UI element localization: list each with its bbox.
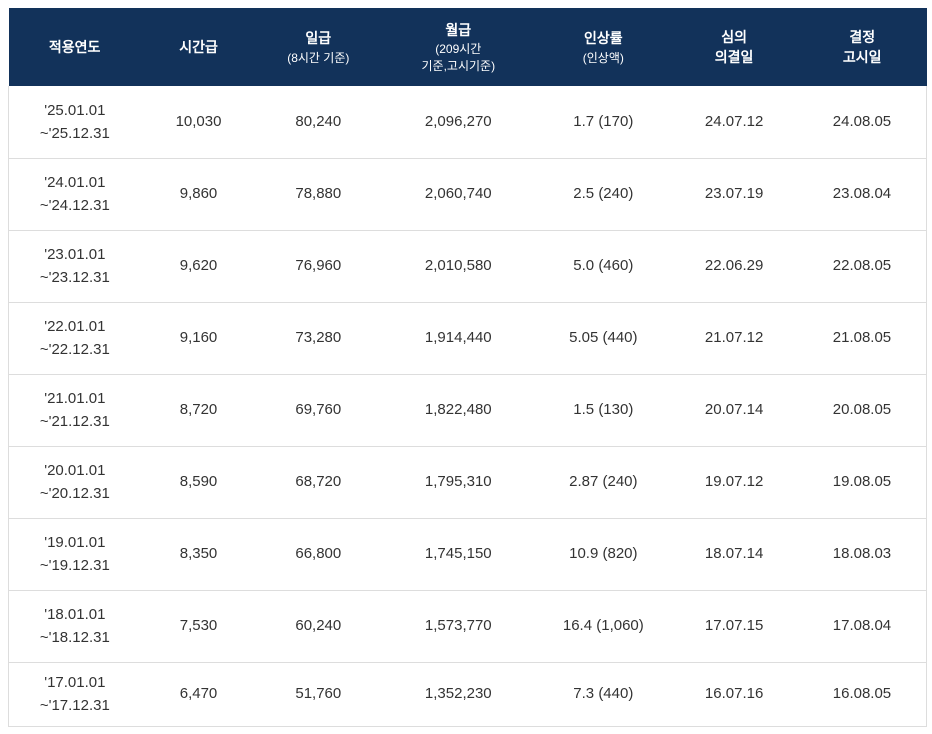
col-header-deliberation-date-label: 심의 의결일 xyxy=(714,28,754,65)
table-row: '23.01.01 ~'23.12.31 9,620 76,960 2,010,… xyxy=(7,230,927,302)
cell-increase-rate: 1.7 (170) xyxy=(573,113,634,131)
cell-hourly-wage: 8,350 xyxy=(179,545,218,563)
col-header-hourly-wage: 시간급 xyxy=(140,8,257,86)
col-header-hourly-wage-label: 시간급 xyxy=(179,38,218,55)
cell-monthly-wage: 1,795,310 xyxy=(424,473,492,491)
col-header-apply-year: 적용연도 xyxy=(8,8,141,86)
cell-deliberation-date: 16.07.16 xyxy=(704,685,764,703)
cell-increase-rate: 10.9 (820) xyxy=(569,545,638,563)
col-header-monthly-wage-label: 월급 xyxy=(445,22,472,39)
cell-notice-date: 19.08.05 xyxy=(797,446,927,518)
table-row: '18.01.01 ~'18.12.31 7,530 60,240 1,573,… xyxy=(7,590,927,662)
cell-increase-rate: 7.3 (440) xyxy=(573,685,634,703)
cell-daily-wage: 69,760 xyxy=(295,401,342,419)
cell-hourly-wage: 9,620 xyxy=(179,257,218,275)
cell-daily-wage: 60,240 xyxy=(295,617,342,635)
cell-notice-date: 24.08.05 xyxy=(797,86,927,158)
cell-hourly-wage: 9,860 xyxy=(179,185,218,203)
table-header: 적용연도 시간급 일급 (8시간 기준) 월급 (209시간 기준,고시기준) … xyxy=(8,8,927,86)
cell-monthly-wage: 2,060,740 xyxy=(424,185,492,203)
cell-increase-rate: 16.4 (1,060) xyxy=(562,617,644,635)
table-row: '20.01.01 ~'20.12.31 8,590 68,720 1,795,… xyxy=(7,446,927,518)
cell-hourly-wage: 9,160 xyxy=(179,329,218,347)
cell-monthly-wage: 1,573,770 xyxy=(424,617,492,635)
table-row: '17.01.01 ~'17.12.31 6,470 51,760 1,352,… xyxy=(7,662,927,726)
header-row: 적용연도 시간급 일급 (8시간 기준) 월급 (209시간 기준,고시기준) … xyxy=(8,8,927,86)
cell-hourly-wage: 7,530 xyxy=(179,617,218,635)
table-row: '24.01.01 ~'24.12.31 9,860 78,880 2,060,… xyxy=(7,158,927,230)
cell-daily-wage: 76,960 xyxy=(295,257,342,275)
cell-deliberation-date: 17.07.15 xyxy=(704,617,764,635)
col-header-daily-wage-label: 일급 xyxy=(305,30,332,47)
cell-increase-rate: 2.87 (240) xyxy=(569,473,638,491)
cell-notice-date: 17.08.04 xyxy=(797,590,927,662)
cell-deliberation-date: 20.07.14 xyxy=(704,401,764,419)
cell-notice-date: 20.08.05 xyxy=(797,374,927,446)
cell-period: '17.01.01 ~'17.12.31 xyxy=(7,662,141,726)
col-header-notice-date-label: 결정 고시일 xyxy=(842,28,882,65)
cell-monthly-wage: 1,745,150 xyxy=(424,545,492,563)
col-header-increase-rate: 인상률 (인상액) xyxy=(536,8,671,86)
col-header-daily-wage: 일급 (8시간 기준) xyxy=(256,8,381,86)
minimum-wage-table: 적용연도 시간급 일급 (8시간 기준) 월급 (209시간 기준,고시기준) … xyxy=(7,8,927,727)
cell-hourly-wage: 6,470 xyxy=(179,685,218,703)
cell-notice-date: 21.08.05 xyxy=(797,302,927,374)
col-header-daily-wage-sub: (8시간 기준) xyxy=(287,50,350,65)
cell-deliberation-date: 21.07.12 xyxy=(704,329,764,347)
col-header-deliberation-date: 심의 의결일 xyxy=(670,8,798,86)
cell-daily-wage: 78,880 xyxy=(295,185,342,203)
table-row: '21.01.01 ~'21.12.31 8,720 69,760 1,822,… xyxy=(7,374,927,446)
cell-period: '23.01.01 ~'23.12.31 xyxy=(7,230,141,302)
cell-notice-date: 16.08.05 xyxy=(797,662,927,726)
cell-monthly-wage: 1,914,440 xyxy=(424,329,492,347)
col-header-increase-rate-label: 인상률 xyxy=(584,30,623,47)
cell-daily-wage: 68,720 xyxy=(295,473,342,491)
cell-period: '25.01.01 ~'25.12.31 xyxy=(7,86,141,158)
cell-period: '18.01.01 ~'18.12.31 xyxy=(7,590,141,662)
cell-deliberation-date: 24.07.12 xyxy=(704,113,764,131)
cell-increase-rate: 1.5 (130) xyxy=(573,401,634,419)
cell-deliberation-date: 19.07.12 xyxy=(704,473,764,491)
cell-monthly-wage: 2,010,580 xyxy=(424,257,492,275)
table-body: '25.01.01 ~'25.12.31 10,030 80,240 2,096… xyxy=(7,86,927,726)
cell-monthly-wage: 1,352,230 xyxy=(424,685,492,703)
table-row: '22.01.01 ~'22.12.31 9,160 73,280 1,914,… xyxy=(7,302,927,374)
cell-monthly-wage: 1,822,480 xyxy=(424,401,492,419)
cell-daily-wage: 51,760 xyxy=(295,685,342,703)
table-row: '25.01.01 ~'25.12.31 10,030 80,240 2,096… xyxy=(7,86,927,158)
cell-daily-wage: 80,240 xyxy=(295,113,342,131)
cell-deliberation-date: 23.07.19 xyxy=(704,185,764,203)
cell-period: '21.01.01 ~'21.12.31 xyxy=(7,374,141,446)
col-header-apply-year-label: 적용연도 xyxy=(48,38,101,55)
cell-monthly-wage: 2,096,270 xyxy=(424,113,492,131)
cell-increase-rate: 2.5 (240) xyxy=(573,185,634,203)
cell-period: '20.01.01 ~'20.12.31 xyxy=(7,446,141,518)
cell-period: '19.01.01 ~'19.12.31 xyxy=(7,518,141,590)
cell-hourly-wage: 8,720 xyxy=(179,401,218,419)
cell-period: '24.01.01 ~'24.12.31 xyxy=(7,158,141,230)
cell-increase-rate: 5.05 (440) xyxy=(569,329,638,347)
cell-daily-wage: 66,800 xyxy=(295,545,342,563)
table-row: '19.01.01 ~'19.12.31 8,350 66,800 1,745,… xyxy=(7,518,927,590)
cell-increase-rate: 5.0 (460) xyxy=(573,257,634,275)
cell-hourly-wage: 8,590 xyxy=(179,473,218,491)
col-header-monthly-wage: 월급 (209시간 기준,고시기준) xyxy=(380,8,537,86)
cell-notice-date: 18.08.03 xyxy=(797,518,927,590)
cell-deliberation-date: 18.07.14 xyxy=(704,545,764,563)
cell-deliberation-date: 22.06.29 xyxy=(704,257,764,275)
cell-hourly-wage: 10,030 xyxy=(175,113,222,131)
cell-notice-date: 22.08.05 xyxy=(797,230,927,302)
col-header-increase-rate-sub: (인상액) xyxy=(582,50,624,65)
col-header-notice-date: 결정 고시일 xyxy=(797,8,927,86)
col-header-monthly-wage-sub: (209시간 기준,고시기준) xyxy=(421,42,496,73)
cell-period: '22.01.01 ~'22.12.31 xyxy=(7,302,141,374)
cell-notice-date: 23.08.04 xyxy=(797,158,927,230)
cell-daily-wage: 73,280 xyxy=(295,329,342,347)
